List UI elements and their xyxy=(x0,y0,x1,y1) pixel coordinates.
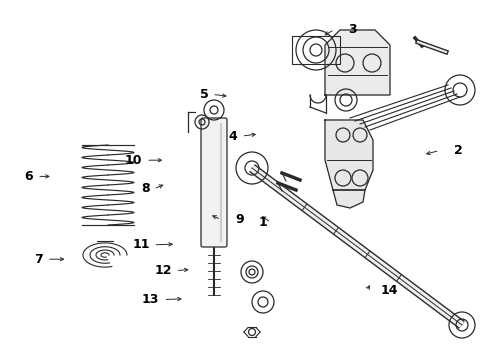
Text: 11: 11 xyxy=(132,238,149,251)
Bar xyxy=(291,36,339,64)
Text: 7: 7 xyxy=(34,253,43,266)
Polygon shape xyxy=(325,120,372,190)
Polygon shape xyxy=(332,190,364,208)
Text: 9: 9 xyxy=(235,213,243,226)
Text: 4: 4 xyxy=(228,130,237,143)
Text: 1: 1 xyxy=(258,216,266,229)
Text: 3: 3 xyxy=(348,23,356,36)
Text: 8: 8 xyxy=(141,183,149,195)
Text: 6: 6 xyxy=(24,170,33,183)
Text: 14: 14 xyxy=(380,284,397,297)
Text: 5: 5 xyxy=(199,88,208,101)
Polygon shape xyxy=(325,30,389,95)
Text: 12: 12 xyxy=(154,264,171,277)
Text: 10: 10 xyxy=(124,154,142,167)
FancyBboxPatch shape xyxy=(201,118,226,247)
Text: 13: 13 xyxy=(142,293,159,306)
Text: 2: 2 xyxy=(453,144,462,157)
